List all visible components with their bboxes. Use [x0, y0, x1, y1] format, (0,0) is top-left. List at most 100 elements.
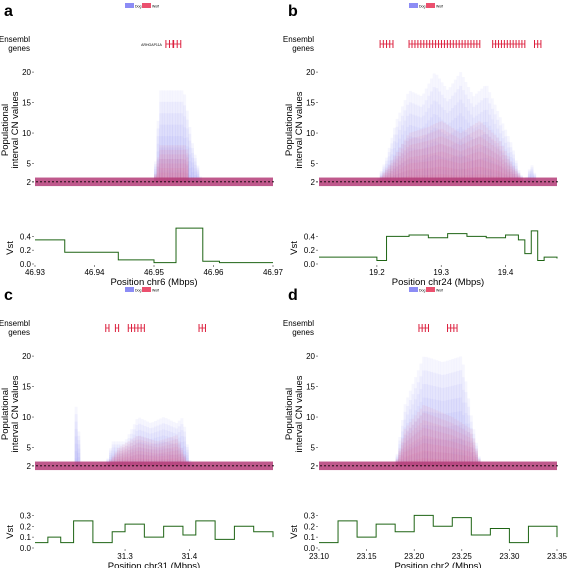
cn-dog-cell: [467, 448, 471, 466]
cn-dog-cell: [161, 435, 165, 466]
cn-wolf-cell: [461, 444, 465, 466]
cn-dog-cell: [427, 83, 431, 182]
cn-dog-cell: [400, 172, 404, 182]
cn-wolf-cell: [445, 167, 449, 182]
cn-wolf-cell: [161, 442, 165, 466]
cn-dog-cell: [453, 117, 457, 182]
cn-dog-cell: [498, 125, 502, 182]
cn-dog-cell: [387, 160, 391, 182]
cn-wolf-cell: [408, 169, 412, 182]
cn-dog-cell: [154, 426, 157, 466]
cn-wolf-cell: [172, 436, 176, 466]
cn-dog-cell: [132, 444, 136, 466]
cn-wolf-cell: [114, 457, 118, 466]
cn-dog-cell: [422, 424, 426, 466]
cn-dog-cell: [161, 113, 165, 182]
cn-y-tick-label: 5: [27, 444, 32, 453]
cn-wolf-cell: [161, 158, 165, 182]
cn-dog-cell: [438, 143, 441, 182]
cn-dog-cell: [422, 137, 426, 182]
cn-dog-cell: [109, 454, 112, 466]
cn-dog-cell: [448, 439, 452, 466]
cn-dog-cell: [459, 154, 463, 182]
cn-dog-cell: [177, 170, 181, 182]
cn-dog-cell: [432, 127, 436, 182]
cn-dog-cell: [430, 452, 434, 466]
cn-dog-cell: [143, 425, 147, 466]
cn-wolf-cell: [459, 433, 463, 466]
cn-dog-cell: [403, 427, 407, 466]
cn-wolf-cell: [430, 125, 434, 182]
cn-dog-cell: [183, 159, 187, 182]
x-tick-label: 46.93: [25, 268, 46, 277]
cn-dog-cell: [435, 413, 439, 466]
cn-wolf-cell: [140, 454, 144, 466]
cn-dog-cell: [414, 104, 418, 182]
cn-wolf-cell: [440, 128, 444, 182]
cn-wolf-cell: [119, 455, 123, 466]
cn-wolf-cell: [498, 146, 502, 182]
cn-wolf-cell: [151, 446, 155, 466]
cn-wolf-cell: [167, 172, 171, 182]
cn-dog-cell: [456, 142, 460, 182]
cn-wolf-cell: [403, 139, 407, 182]
cn-dog-cell: [175, 423, 179, 466]
cn-dog-cell: [408, 418, 412, 466]
cn-dog-cell: [411, 445, 415, 466]
cn-dog-cell: [506, 147, 510, 182]
cn-wolf-cell: [472, 160, 476, 182]
cn-dog-cell: [406, 431, 410, 466]
cn-wolf-cell: [443, 433, 447, 466]
cn-dog-cell: [185, 110, 189, 182]
cn-wolf-cell: [432, 416, 436, 466]
cn-dog-cell: [159, 158, 163, 182]
cn-dog-cell: [448, 386, 452, 466]
cn-wolf-cell: [156, 450, 160, 466]
cn-wolf-cell: [453, 155, 457, 182]
cn-dog-cell: [512, 158, 515, 182]
cn-dog-cell: [382, 173, 386, 182]
cn-dog-cell: [167, 124, 171, 182]
legend-wolf-label: Wolf: [436, 5, 443, 9]
cn-wolf-cell: [427, 436, 431, 466]
cn-dog-cell: [119, 456, 123, 466]
cn-dog-cell: [156, 128, 160, 182]
cn-dog-cell: [440, 169, 444, 182]
cn-wolf-cell: [143, 437, 147, 466]
cn-wolf-cell: [414, 440, 418, 466]
cn-wolf-cell: [172, 454, 176, 466]
cn-dog-cell: [419, 128, 423, 182]
cn-wolf-cell: [472, 455, 476, 466]
ensembl-label-line2: genes: [8, 328, 30, 337]
cn-wolf-cell: [172, 149, 176, 182]
cn-dog-cell: [435, 128, 439, 182]
cn-dog-cell: [445, 147, 449, 182]
cn-wolf-cell: [451, 417, 455, 466]
cn-dog-cell: [124, 442, 128, 466]
ensembl-label-line2: genes: [292, 44, 314, 53]
cn-dog-cell: [448, 134, 452, 182]
cn-dog-cell: [193, 164, 197, 182]
cn-dog-cell: [151, 438, 155, 466]
cn-dog-cell: [164, 90, 168, 182]
cn-wolf-cell: [130, 442, 134, 466]
vst-y-tick-label: 0.4: [304, 232, 316, 241]
cn-dog-cell: [164, 113, 168, 182]
cn-dog-cell: [172, 427, 176, 466]
legend-dog-swatch: [125, 287, 134, 292]
cn-wolf-cell: [180, 145, 184, 182]
cn-wolf-cell: [498, 166, 502, 182]
cn-dog-cell: [169, 158, 173, 182]
cn-dog-cell: [472, 433, 476, 466]
cn-wolf-cell: [161, 163, 165, 182]
cn-dog-cell: [177, 443, 181, 466]
cn-wolf-cell: [390, 165, 394, 182]
cn-dog-cell: [124, 439, 128, 466]
cn-dog-cell: [132, 424, 136, 466]
cn-wolf-cell: [461, 423, 465, 466]
cn-dog-cell: [504, 142, 508, 182]
cn-wolf-cell: [448, 133, 452, 182]
cn-wolf-cell: [161, 145, 165, 182]
cn-dog-cell: [459, 438, 463, 466]
cn-wolf-cell: [451, 154, 455, 182]
